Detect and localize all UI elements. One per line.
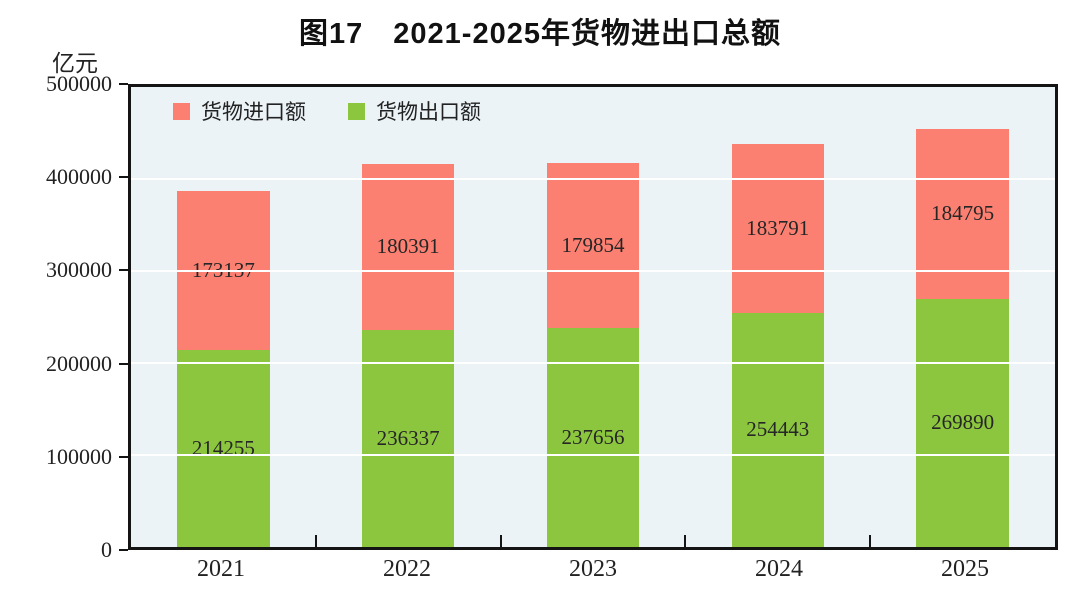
y-axis-ticks xyxy=(119,83,128,551)
gridline xyxy=(131,270,1055,272)
x-axis-label: 2021 xyxy=(197,556,245,582)
x-axis-label: 2023 xyxy=(569,556,617,582)
y-axis-labels: 0 100000 200000 300000 400000 500000 xyxy=(0,71,112,562)
bar-group-2023: 237656 179854 xyxy=(501,87,686,547)
legend: 货物进口额 货物出口额 xyxy=(173,96,481,126)
export-bar-segment: 214255 xyxy=(177,349,270,547)
gridline xyxy=(131,362,1055,364)
import-bar-segment: 180391 xyxy=(361,163,455,330)
y-axis-tick-mark xyxy=(119,83,128,85)
y-axis-tick-label: 400000 xyxy=(46,164,112,190)
y-axis-tick-mark xyxy=(119,455,128,458)
y-axis-tick-label: 500000 xyxy=(46,71,112,96)
legend-item-export: 货物出口额 xyxy=(348,96,481,126)
y-axis-unit-label: 亿元 xyxy=(52,50,98,76)
x-axis-label: 2024 xyxy=(755,556,803,582)
x-axis-label: 2022 xyxy=(383,556,431,582)
legend-swatch-import xyxy=(173,102,190,120)
bar-value-label: 180391 xyxy=(376,234,440,259)
x-axis-tick-mark xyxy=(684,535,687,547)
y-axis-tick-label: 0 xyxy=(101,537,112,562)
y-axis-tick-mark xyxy=(119,269,128,272)
y-axis-tick-label: 300000 xyxy=(46,257,112,283)
x-axis-labels: 2021 2022 2023 2024 2025 xyxy=(128,556,1058,590)
import-bar-segment: 183791 xyxy=(731,143,824,313)
x-axis-label: 2025 xyxy=(941,556,989,582)
bar-value-label: 184795 xyxy=(931,201,995,226)
x-axis-tick-mark xyxy=(314,535,317,547)
chart-title: 图17 2021-2025年货物进出口总额 xyxy=(299,18,781,50)
bar-group-2022: 236337 180391 xyxy=(316,87,501,547)
import-bar-segment: 179854 xyxy=(546,162,640,329)
import-bar-segment: 184795 xyxy=(916,128,1009,299)
gridline xyxy=(131,178,1055,180)
export-bar-segment: 254443 xyxy=(731,312,824,547)
export-bar-segment: 237656 xyxy=(546,328,640,547)
bar-value-label: 236337 xyxy=(376,425,440,450)
export-bar-segment: 236337 xyxy=(361,329,455,547)
bar-group-2024: 254443 183791 xyxy=(685,87,870,547)
y-axis-tick-label: 200000 xyxy=(46,350,112,376)
bar-value-label: 179854 xyxy=(561,233,625,258)
legend-swatch-export xyxy=(348,102,365,120)
gridline xyxy=(131,454,1055,456)
x-axis-tick-mark xyxy=(499,535,502,547)
bar-value-label: 237656 xyxy=(561,425,625,450)
bar-value-label: 173137 xyxy=(191,257,255,282)
y-axis-tick-mark xyxy=(119,549,128,551)
y-axis-tick-mark xyxy=(119,362,128,365)
export-bar-segment: 269890 xyxy=(916,298,1009,547)
bar-value-label: 254443 xyxy=(746,417,810,442)
legend-item-import: 货物进口额 xyxy=(173,96,306,126)
y-axis-tick-mark xyxy=(119,176,128,179)
y-axis-tick-label: 100000 xyxy=(46,443,112,469)
bar-value-label: 183791 xyxy=(746,215,810,240)
plot-area: 货物进口额 货物出口额 214255 173137 236337 180391 23765… xyxy=(128,84,1058,550)
bar-value-label: 269890 xyxy=(931,410,995,435)
legend-label: 货物出口额 xyxy=(376,100,481,124)
bar-value-label: 214255 xyxy=(191,435,255,460)
x-axis-tick-mark xyxy=(869,535,872,547)
legend-label: 货物进口额 xyxy=(201,100,306,124)
bar-group-2025: 269890 184795 xyxy=(870,87,1055,547)
bar-group-2021: 214255 173137 xyxy=(131,87,316,547)
